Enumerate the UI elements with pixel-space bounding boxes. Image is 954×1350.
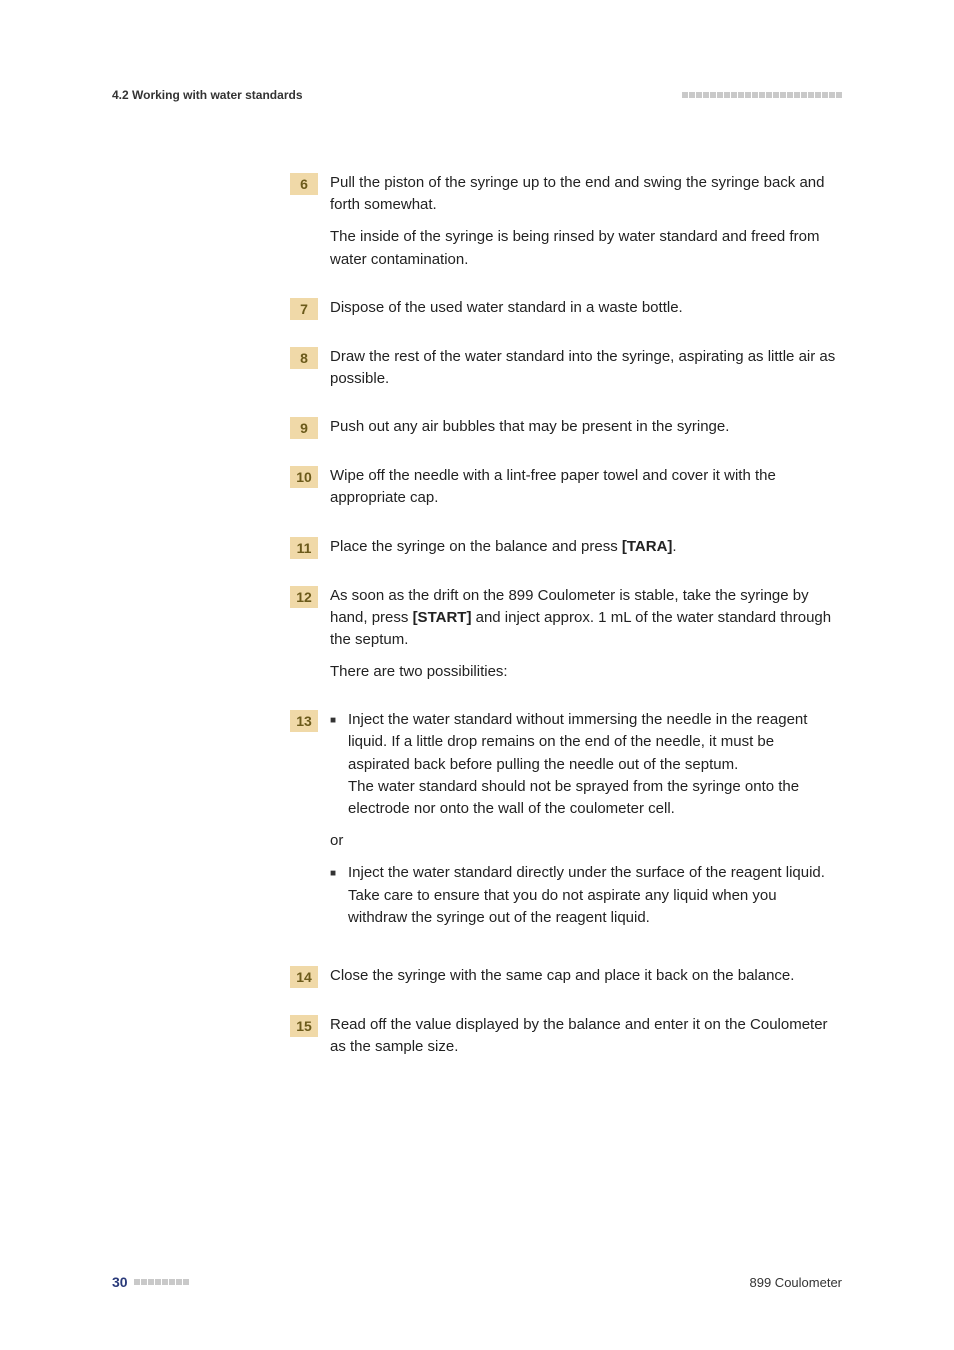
step: 7 Dispose of the used water standard in a… [290, 297, 838, 320]
step-body: Read off the value displayed by the bala… [330, 1014, 838, 1058]
step-paragraph: Push out any air bubbles that may be pre… [330, 416, 838, 438]
step-number: 11 [290, 537, 318, 559]
step-paragraph: There are two possibilities: [330, 661, 838, 683]
step: 15 Read off the value displayed by the ba… [290, 1014, 838, 1058]
step-body: Dispose of the used water standard in a … [330, 297, 838, 320]
step: 13 ■Inject the water standard without imm… [290, 709, 838, 939]
section-title: 4.2 Working with water standards [112, 88, 303, 102]
step-paragraph: As soon as the drift on the 899 Coulomet… [330, 585, 838, 652]
step-paragraph: Place the syringe on the balance and pre… [330, 536, 838, 558]
step-paragraph: Pull the piston of the syringe up to the… [330, 172, 838, 216]
step-number: 15 [290, 1015, 318, 1037]
step-body: Pull the piston of the syringe up to the… [330, 172, 838, 271]
step: 10 Wipe off the needle with a lint-free p… [290, 465, 838, 509]
step-paragraph: Draw the rest of the water standard into… [330, 346, 838, 390]
step: 9 Push out any air bubbles that may be pr… [290, 416, 838, 439]
step-number: 14 [290, 966, 318, 988]
step-body: Push out any air bubbles that may be pre… [330, 416, 838, 439]
step-number: 13 [290, 710, 318, 732]
step: 11 Place the syringe on the balance and p… [290, 536, 838, 559]
page-header: 4.2 Working with water standards [112, 88, 842, 102]
step-paragraph: The inside of the syringe is being rinse… [330, 226, 838, 270]
step: 6 Pull the piston of the syringe up to th… [290, 172, 838, 271]
bullet-icon: ■ [330, 709, 348, 820]
step: 14 Close the syringe with the same cap an… [290, 965, 838, 988]
step: 12 As soon as the drift on the 899 Coulom… [290, 585, 838, 684]
step-body: Place the syringe on the balance and pre… [330, 536, 838, 559]
step-number: 9 [290, 417, 318, 439]
step-number: 7 [290, 298, 318, 320]
step-number: 8 [290, 347, 318, 369]
step-paragraph: Close the syringe with the same cap and … [330, 965, 838, 987]
header-dots [682, 92, 842, 98]
step-body: Draw the rest of the water standard into… [330, 346, 838, 390]
step-paragraph: Dispose of the used water standard in a … [330, 297, 838, 319]
page-footer: 30 899 Coulometer [112, 1274, 842, 1290]
step-paragraph: Read off the value displayed by the bala… [330, 1014, 838, 1058]
step-number: 12 [290, 586, 318, 608]
page: 4.2 Working with water standards 6 Pull t… [0, 0, 954, 1350]
footer-dots [134, 1279, 189, 1285]
device-name: 899 Coulometer [750, 1275, 843, 1290]
step-body: Wipe off the needle with a lint-free pap… [330, 465, 838, 509]
page-number-value: 30 [112, 1274, 128, 1290]
sub-list-item: ■Inject the water standard without immer… [330, 709, 838, 820]
step: 8 Draw the rest of the water standard int… [290, 346, 838, 390]
sub-list-item: ■Inject the water standard directly unde… [330, 862, 838, 929]
step-paragraph: Wipe off the needle with a lint-free pap… [330, 465, 838, 509]
step-body: ■Inject the water standard without immer… [330, 709, 838, 939]
step-body: As soon as the drift on the 899 Coulomet… [330, 585, 838, 684]
sub-list-text: Inject the water standard directly under… [348, 862, 838, 929]
bullet-icon: ■ [330, 862, 348, 929]
step-body: Close the syringe with the same cap and … [330, 965, 838, 988]
or-separator: or [330, 830, 838, 852]
sub-list-text: Inject the water standard without immers… [348, 709, 838, 820]
step-number: 10 [290, 466, 318, 488]
steps-container: 6 Pull the piston of the syringe up to th… [290, 172, 838, 1058]
step-number: 6 [290, 173, 318, 195]
page-number: 30 [112, 1274, 189, 1290]
